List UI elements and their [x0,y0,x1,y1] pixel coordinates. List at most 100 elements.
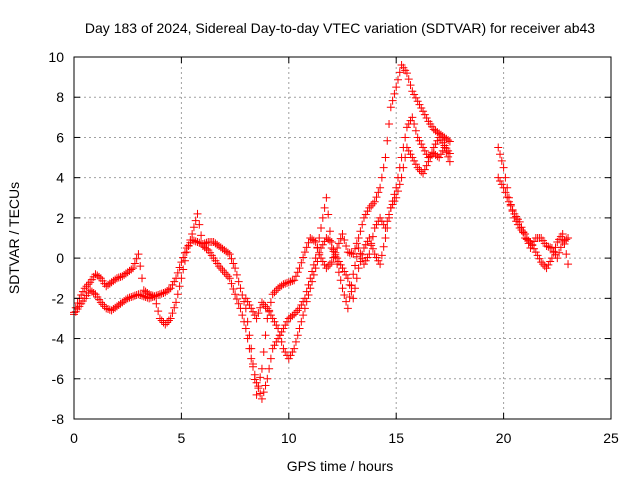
data-point [562,250,571,259]
data-point [265,307,274,316]
data-point [538,260,547,269]
data-point [123,294,132,303]
data-point [435,153,444,162]
series-track-c [241,133,454,363]
data-point [381,223,390,232]
data-point [134,250,143,259]
data-point [89,288,98,297]
data-point [508,205,517,214]
data-point [411,93,420,102]
data-point [80,284,89,293]
data-point [540,262,549,271]
data-point [304,280,313,289]
data-point [98,300,107,309]
data-point [542,242,551,251]
data-point [433,152,442,161]
data-point [290,310,299,319]
data-point [333,260,342,269]
data-point [374,188,383,197]
data-point [420,110,429,119]
data-point [390,197,399,206]
data-point [241,324,250,333]
data-point [243,334,252,343]
data-point [254,309,263,318]
data-point [426,152,435,161]
data-point [175,263,184,272]
data-point [358,220,367,229]
data-point [154,307,163,316]
data-point [410,120,419,129]
data-point [96,298,105,307]
data-point [352,239,361,248]
data-point [170,303,179,312]
data-point [519,228,528,237]
data-point [132,254,141,263]
data-point [164,316,173,325]
data-point [549,248,558,257]
data-point [257,298,266,307]
data-point [136,262,145,271]
data-point [564,234,573,242]
data-point [361,256,370,265]
data-point [383,136,392,145]
data-point [259,388,268,397]
data-point [259,347,268,356]
data-point [413,163,422,172]
data-point [406,150,415,159]
grid [74,57,611,419]
data-point [220,268,229,277]
data-point [236,284,245,293]
data-point [494,143,503,152]
data-point [179,265,188,274]
data-point [388,200,397,209]
data-point [259,300,268,309]
data-point [325,227,334,236]
data-point [266,298,275,307]
data-point [141,292,150,301]
data-point [268,290,277,299]
data-point [445,149,454,158]
axis-ticks: 0 5 10 15 20 25 -8 -6 -4 -2 0 2 4 6 8 10 [48,49,619,446]
data-point [368,244,377,253]
data-point [227,279,236,288]
data-point [372,220,381,229]
data-point [352,252,361,261]
data-point [499,163,508,172]
data-point [164,285,173,294]
data-point [138,274,147,283]
data-point [309,236,318,245]
data-point [562,235,571,244]
data-point [325,236,334,245]
data-point [229,284,238,293]
data-point [261,302,270,311]
data-point [363,253,372,262]
data-point [393,75,402,84]
data-point [535,254,544,263]
y-tick-label: 6 [56,129,64,145]
data-point [218,266,227,275]
data-point [417,167,426,176]
data-point [386,103,395,112]
plot-frame [73,56,612,420]
data-point [129,264,138,273]
data-point [256,303,265,312]
data-point [225,250,234,259]
data-point [268,314,277,323]
data-point [245,301,254,310]
data-point [428,148,436,157]
data-point [225,274,234,283]
data-point [422,114,431,123]
data-point [240,317,249,326]
data-point [544,242,553,251]
data-point [338,264,347,273]
data-point [317,244,326,253]
data-point [322,264,331,273]
data-point [376,183,385,192]
data-point [231,290,240,299]
data-point [288,347,297,356]
data-point [234,299,243,308]
data-point [318,213,327,222]
data-point [249,362,257,371]
data-point [299,253,308,262]
data-point [150,292,159,301]
